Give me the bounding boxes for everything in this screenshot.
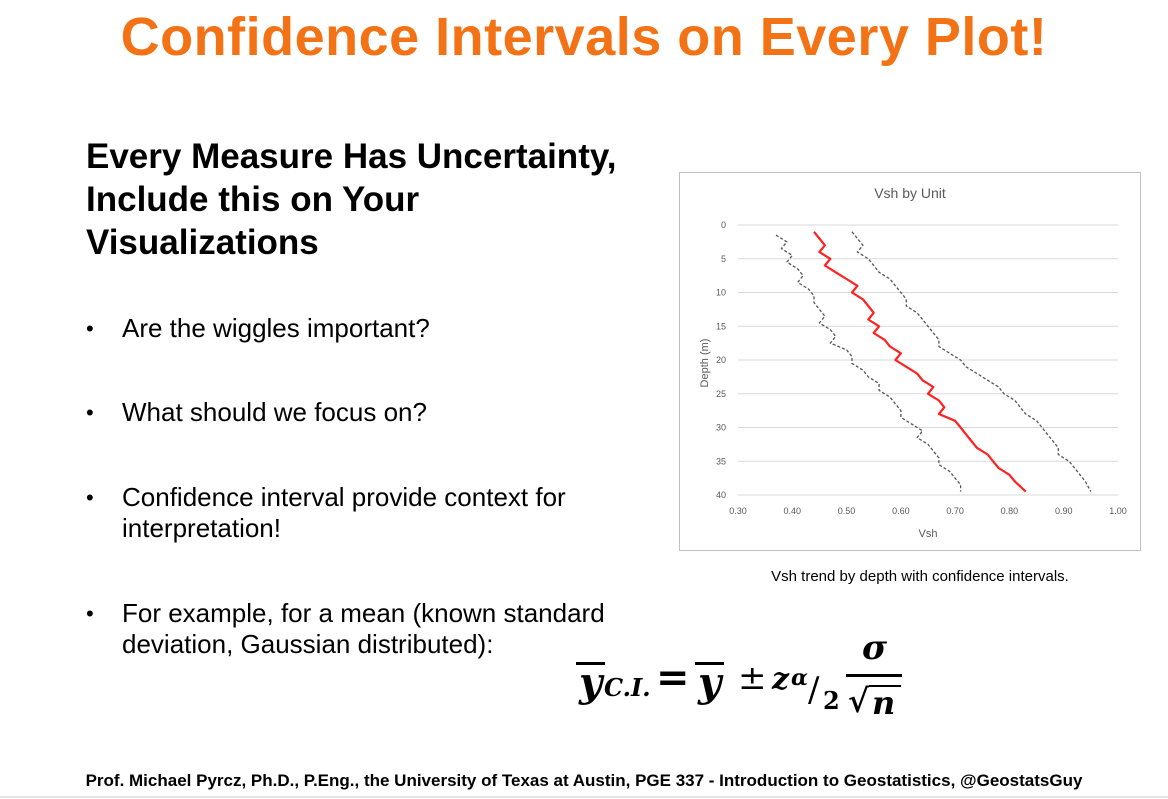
chart-frame: Vsh by Unit Vsh Depth (m) 0 5 10 15 20 25 30 35…	[679, 172, 1141, 551]
formula-n: n	[872, 684, 896, 722]
bullet-dot: •	[86, 400, 94, 425]
x-tick-label: 0.70	[946, 506, 964, 516]
chart-title: Vsh by Unit	[874, 185, 946, 201]
series-line-mean	[813, 231, 1027, 493]
formula-sqrt-bar	[869, 685, 901, 687]
ci-formula: y C.I. = y ± z α / 2 σ √ n	[572, 628, 912, 724]
formula-plusminus: ±	[738, 658, 767, 698]
y-tick-label: 30	[716, 423, 726, 433]
bullet-dot: •	[86, 485, 94, 510]
slide-footer: Prof. Michael Pyrcz, Ph.D., P.Eng., the …	[85, 771, 1083, 790]
formula-equals: =	[656, 654, 690, 701]
formula-fraction-bar	[846, 674, 902, 677]
x-tick-label: 0.60	[892, 506, 910, 516]
slide-title: Confidence Intervals on Every Plot!	[120, 7, 1048, 67]
series-line-lower	[775, 234, 962, 492]
chart-caption: Vsh trend by depth with confidence inter…	[771, 568, 1069, 585]
bullet-item: • What should we focus on?	[86, 397, 686, 428]
formula-sigma: σ	[862, 628, 888, 668]
bullet-dot: •	[86, 316, 94, 341]
x-tick-label: 0.30	[729, 506, 747, 516]
x-tick-label: 1.00	[1109, 506, 1127, 516]
y-tick-label: 25	[716, 389, 726, 399]
x-tick-label: 0.90	[1055, 506, 1073, 516]
formula-alpha: α	[791, 665, 808, 691]
formula-two: 2	[823, 686, 840, 715]
formula-subscript: C.I.	[604, 673, 651, 702]
x-tick-label: 0.40	[784, 506, 802, 516]
chart-x-axis-label: Vsh	[919, 528, 938, 540]
y-tick-label: 40	[716, 490, 726, 500]
bullet-item: • Confidence interval provide context fo…	[86, 482, 646, 544]
formula-ybar: y	[576, 662, 606, 703]
bullet-item: • Are the wiggles important?	[86, 313, 686, 344]
formula-slash: /	[808, 670, 820, 710]
vsh-depth-chart: Vsh by Unit Vsh Depth (m) 0 5 10 15 20 25 30 35…	[699, 185, 1127, 540]
formula-z: z	[772, 662, 790, 697]
series-line-upper	[851, 231, 1092, 492]
formula-ybar-2: y	[695, 662, 725, 703]
y-tick-label: 20	[716, 355, 726, 365]
bullet-dot: •	[86, 601, 94, 626]
chart-y-axis-label: Depth (m)	[699, 339, 711, 388]
bullet-text: For example, for a mean (known standard …	[122, 598, 605, 659]
y-tick-label: 0	[721, 220, 726, 230]
x-tick-label: 0.50	[838, 506, 856, 516]
bullet-item: • For example, for a mean (known standar…	[86, 598, 686, 660]
x-tick-label: 0.80	[1001, 506, 1019, 516]
y-tick-label: 15	[716, 321, 726, 331]
y-tick-label: 10	[716, 288, 726, 298]
bullet-text: What should we focus on?	[122, 397, 427, 427]
slide-subheading: Every Measure Has Uncertainty, Include t…	[86, 137, 617, 262]
y-tick-label: 5	[721, 254, 726, 264]
footer-divider	[0, 796, 1168, 798]
bullet-text: Confidence interval provide context for …	[122, 482, 566, 543]
y-tick-label: 35	[716, 456, 726, 466]
formula-sqrt: √	[848, 682, 870, 720]
bullet-text: Are the wiggles important?	[122, 313, 430, 343]
